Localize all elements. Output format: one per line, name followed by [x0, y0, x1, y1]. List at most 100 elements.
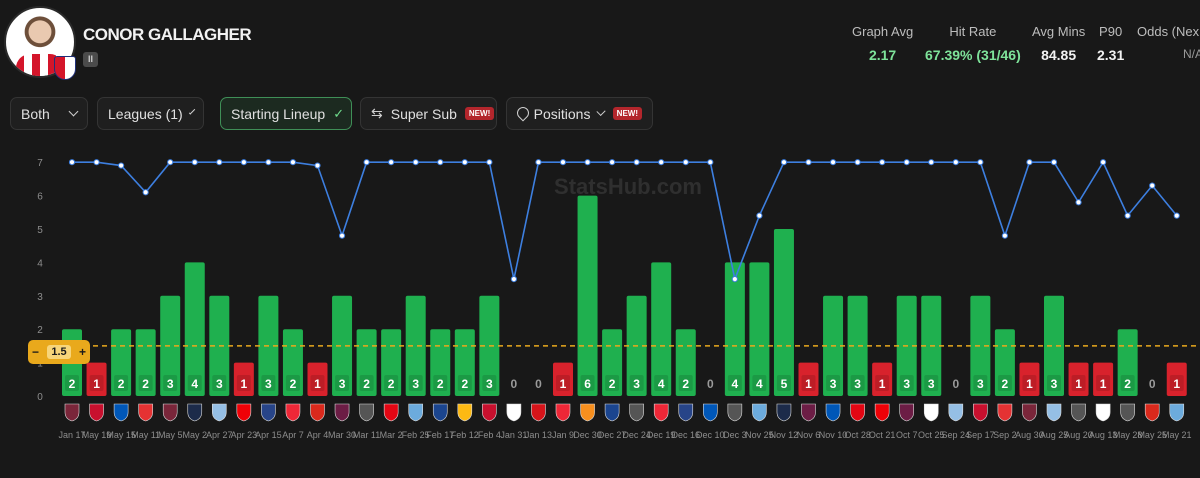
bar-label-bg	[65, 375, 79, 391]
line-point	[68, 159, 76, 166]
bar-label-bg	[826, 375, 841, 391]
line-point	[1075, 199, 1082, 206]
line-point	[142, 189, 149, 196]
swap-arrows-icon: ⇆	[371, 105, 383, 121]
bar	[454, 329, 475, 396]
starting-lineup-toggle[interactable]: Starting Lineup ✓	[220, 97, 352, 130]
cry-crest-icon	[604, 403, 620, 422]
bar-value-label: 0	[535, 377, 542, 391]
bha-crest-icon	[703, 403, 718, 422]
bar-label-bg	[1071, 375, 1086, 391]
bar-value-label: 3	[830, 377, 837, 391]
x-tick-label: Apr 4	[307, 430, 329, 440]
bar-value-label: 1	[1173, 377, 1180, 391]
bar-label-bg	[1047, 375, 1061, 391]
line-decrease-button[interactable]: −	[32, 345, 40, 359]
bar	[749, 262, 770, 396]
x-tick-label: Mar 11	[353, 430, 380, 440]
bre-crest-icon	[850, 403, 865, 422]
bar-label-bg	[359, 375, 374, 391]
player-shirt	[16, 54, 64, 76]
both-dropdown[interactable]: Both	[10, 97, 88, 130]
bar-value-label: 3	[167, 377, 174, 391]
stat-p90: P90 2.31	[1097, 24, 1124, 63]
new-crest-icon	[1120, 403, 1135, 422]
bar	[307, 362, 328, 396]
x-tick-label: Jan 13	[525, 430, 552, 440]
x-tick-label: Oct 21	[869, 430, 896, 440]
bar-value-label: 4	[191, 377, 198, 391]
line-point	[879, 159, 886, 166]
chevron-down-icon	[596, 106, 607, 117]
x-tick-label: Aug 20	[1064, 430, 1093, 440]
line-point	[1026, 159, 1033, 166]
tot-crest-icon	[187, 403, 203, 422]
leagues-dropdown[interactable]: Leagues (1)	[97, 97, 204, 130]
bar-value-label: 2	[290, 377, 297, 391]
bar-value-label: 2	[437, 377, 444, 391]
bar	[577, 195, 598, 396]
x-tick-label: Mar 2	[380, 430, 403, 440]
super-sub-toggle[interactable]: ⇆ Super Sub NEW!	[360, 97, 497, 130]
bar-label-bg	[875, 375, 890, 391]
bar-value-label: 3	[903, 377, 910, 391]
bar-label-bg	[1096, 375, 1111, 391]
eve-crest-icon	[261, 403, 276, 422]
stat-label: Odds (Nex	[1137, 24, 1200, 39]
positions-label: Positions	[533, 105, 591, 122]
bar-label-bg	[580, 375, 595, 391]
shu-crest-icon	[653, 403, 669, 422]
bar-label-bg	[310, 375, 325, 391]
bar-value-label: 2	[118, 377, 125, 391]
stat-value: 67.39% (31/46)	[925, 47, 1021, 63]
x-tick-label: Aug 30	[1015, 430, 1044, 440]
bre-crest-icon	[383, 403, 399, 422]
bha-crest-icon	[113, 403, 129, 422]
line-increase-button[interactable]: +	[78, 345, 86, 359]
bar-label-bg	[1169, 375, 1184, 391]
x-tick-label: May 21	[1162, 430, 1192, 440]
bar	[332, 295, 353, 396]
nfo-crest-icon	[997, 403, 1013, 422]
line-point	[756, 212, 763, 219]
bar-value-label: 1	[560, 377, 567, 391]
mun-crest-icon	[310, 403, 325, 422]
line-control[interactable]: − 1.5 +	[28, 340, 90, 364]
leagues-dropdown-label: Leagues (1)	[108, 105, 183, 122]
bar	[1068, 362, 1089, 396]
mci-crest-icon	[752, 403, 767, 422]
mid-crest-icon	[531, 403, 546, 422]
bar-label-bg	[629, 375, 644, 391]
bar-value-label: 3	[486, 377, 493, 391]
x-tick-label: Nov 6	[797, 430, 821, 440]
bar-value-label: 1	[1026, 377, 1033, 391]
bar-value-label: 3	[977, 377, 984, 391]
bar-value-label: 2	[142, 377, 149, 391]
stat-value: 84.85	[1041, 47, 1077, 63]
new-crest-icon	[1071, 403, 1086, 422]
line-point	[805, 159, 812, 166]
bha-crest-icon	[825, 403, 841, 422]
bar-value-label: 2	[609, 377, 616, 391]
location-pin-icon	[517, 107, 526, 120]
y-tick-label: 5	[37, 225, 43, 236]
y-tick-label: 6	[37, 192, 43, 203]
ars-crest-icon	[874, 403, 890, 422]
nfo-crest-icon	[138, 403, 153, 422]
line-point	[952, 159, 959, 166]
positions-dropdown[interactable]: Positions NEW!	[506, 97, 653, 130]
bar	[233, 362, 254, 396]
line-point	[584, 159, 591, 166]
bar-label-bg	[163, 375, 178, 391]
stat-label: Avg Mins	[1032, 24, 1086, 39]
stat-odds: Odds (Nex N/A	[1137, 24, 1200, 61]
bou-crest-icon	[973, 403, 988, 422]
line-point	[682, 159, 689, 166]
bar-label-bg	[236, 375, 251, 391]
bar-label-bg	[973, 375, 988, 391]
ful-crest-icon	[1095, 403, 1111, 422]
line-point	[314, 162, 321, 169]
bar-label-bg	[605, 375, 620, 391]
x-tick-label: Dec 30	[573, 430, 602, 440]
bar-label-bg	[114, 375, 129, 391]
